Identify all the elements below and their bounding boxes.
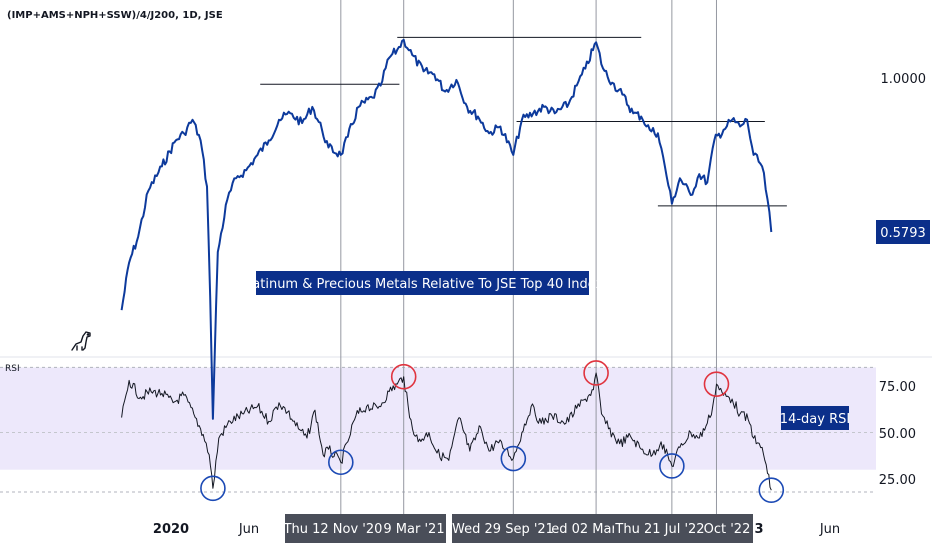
vertical-marker-lines [340,0,717,514]
date-tag [614,514,706,543]
rsi-axis-tick: 75.00 [879,380,916,395]
date-tag-label: Wed 29 Sep '21 [452,522,554,537]
price-series-line [120,38,773,420]
rsi-overbought-oversold-band [0,367,876,470]
chart-annotation-text: Platinum & Precious Metals Relative To J… [241,277,604,292]
price-axis-tick: 1.0000 [881,72,927,87]
date-tag-label: Thu 21 Jul '22 [614,522,704,537]
date-tags: Thu 12 Nov '20 9 Mar '21 Wed 29 Sep '21 … [283,514,753,543]
rsi-oversold-circle [758,477,785,503]
rsi-circle-annotations [200,360,785,503]
time-axis-tick: 2020 [153,522,189,537]
symbol-title: (IMP+AMS+NPH+SSW)/4/J200, 1D, JSE [7,10,223,21]
rsi-annotation-text: 14-day RSI [780,412,850,427]
last-value-tag [876,220,930,244]
date-tag [706,514,753,543]
rsi-indicator-label: RSI [5,364,20,374]
rsi-axis-tick: 50.00 [879,427,916,442]
date-tag-label: 9 Mar '21 [383,522,444,537]
rsi-oversold-circle [328,449,354,476]
rsi-axis-tick: 25.00 [879,473,916,488]
rsi-annotation-box [781,406,849,430]
trex-icon [71,331,91,351]
rsi-oversold-circle [500,445,527,472]
rsi-series-line [121,372,772,491]
rsi-oversold-circle [659,453,685,479]
rsi-overbought-circle [703,371,730,397]
time-axis-tick: Jun [819,522,840,537]
chart-annotation-box [256,271,589,295]
horizontal-levels [260,36,787,207]
date-tag [382,514,446,543]
date-tag [285,514,382,543]
time-axis-tick-edge: 3 [754,522,763,537]
date-tag-label: ed 02 Mar [551,522,617,537]
date-tag-label: Oct '22 [704,522,751,537]
date-tag-label: Thu 12 Nov '20 [283,522,383,537]
date-tag [452,514,554,543]
rsi-overbought-circle [390,363,417,390]
rsi-overbought-circle [583,360,609,386]
rsi-oversold-circle [200,475,226,502]
last-value-label: 0.5793 [880,226,926,241]
time-axis-tick: Jun [238,522,259,537]
date-tag [554,514,614,543]
